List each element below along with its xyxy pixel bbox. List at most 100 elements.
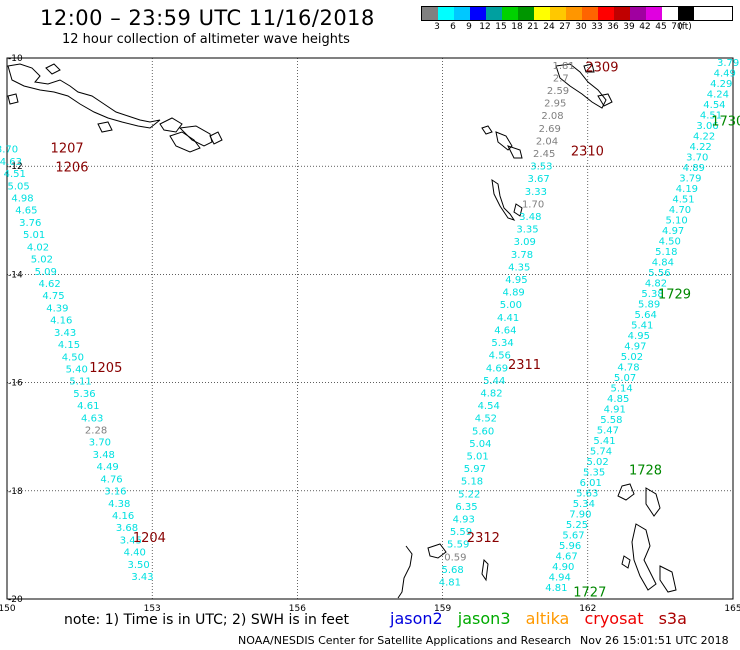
swh-value: 3.79	[717, 58, 739, 69]
coastline-newcaledonia	[617, 483, 635, 501]
swh-value: 4.49	[714, 69, 736, 80]
color-scale-label: 42	[639, 22, 651, 32]
grid-lines	[6, 57, 734, 600]
swh-value: 5.34	[573, 499, 595, 510]
swh-value: 2.45	[533, 149, 555, 160]
swh-value: 4.40	[124, 548, 146, 559]
coastline-island	[169, 131, 201, 153]
swh-value: 4.24	[707, 90, 729, 101]
swh-value: 5.18	[461, 477, 483, 488]
swh-value: 5.67	[562, 530, 584, 541]
swh-value: 4.98	[11, 194, 33, 205]
swh-value: 4.63	[0, 157, 22, 168]
coastline-island	[631, 523, 657, 591]
swh-value: 4.51	[700, 111, 722, 122]
color-scale-label: 33	[591, 22, 603, 32]
legend-item-jason3: jason3	[457, 609, 511, 628]
swh-value: 5.60	[472, 426, 494, 437]
swh-value: 4.95	[505, 275, 527, 286]
swh-value: 3.06	[696, 121, 718, 132]
swh-value: 2.69	[539, 124, 561, 135]
swh-value: 5.41	[631, 321, 653, 332]
swh-value: 5.96	[559, 541, 581, 552]
swh-value: 4.97	[624, 341, 646, 352]
color-swatch	[470, 7, 486, 20]
color-scale-label: 27	[559, 22, 571, 32]
time-label: 1729	[658, 288, 691, 303]
swh-value: 4.70	[669, 205, 691, 216]
color-scale-label: 21	[527, 22, 539, 32]
coastline-island	[481, 125, 493, 135]
swh-value: 5.14	[610, 383, 632, 394]
swh-value: 5.64	[635, 310, 657, 321]
footer-timestamp: Nov 26 15:01:51 UTC 2018	[580, 634, 729, 647]
swh-value: 3.70	[89, 438, 111, 449]
swh-value: 4.50	[62, 352, 84, 363]
time-label: 1205	[89, 361, 122, 376]
lat-tick-label: -14	[8, 270, 23, 280]
swh-value: 1.81	[552, 61, 574, 72]
color-scale-label: 6	[450, 22, 456, 32]
swh-value: 5.02	[621, 352, 643, 363]
swh-value: 5.22	[458, 489, 480, 500]
coastline-island	[513, 203, 523, 217]
swh-value: 3.70	[686, 153, 708, 164]
coastline-island	[209, 131, 223, 145]
legend-item-jason2: jason2	[390, 609, 443, 628]
color-swatch	[438, 7, 454, 20]
swh-value: 4.50	[659, 237, 681, 248]
lat-tick-label: -20	[8, 595, 23, 605]
swh-value: 4.51	[4, 169, 26, 180]
color-scale-label: 70	[671, 22, 683, 32]
swh-value: 3.48	[93, 450, 115, 461]
swh-value: 2.28	[85, 426, 107, 437]
swh-value: 4.67	[556, 551, 578, 562]
swh-value: 4.82	[645, 279, 667, 290]
swh-value: 4.22	[690, 142, 712, 153]
swh-value: 4.81	[545, 583, 567, 594]
swh-value: 4.63	[81, 413, 103, 424]
legend-item-s3a: s3a	[658, 609, 687, 628]
swh-value: 2.04	[536, 136, 558, 147]
swh-value: 6.35	[455, 502, 477, 513]
swh-value: 5.11	[69, 377, 91, 388]
satellite-legend: jason2 jason3 altika cryosat s3a	[390, 609, 697, 628]
swh-value: 5.02	[586, 457, 608, 468]
color-swatch	[518, 7, 534, 20]
swh-value: 3.67	[527, 174, 549, 185]
swh-value: 3.09	[514, 237, 536, 248]
swh-value: 4.65	[15, 206, 37, 217]
color-swatch	[566, 7, 582, 20]
altimeter-tracks: 3.704.634.515.054.984.653.765.014.025.02…	[0, 58, 740, 600]
swh-value: 3.35	[516, 225, 538, 236]
swh-value: 4.16	[50, 316, 72, 327]
swh-value: 3.76	[19, 218, 41, 229]
color-swatch	[486, 7, 502, 20]
swh-value: 4.19	[676, 184, 698, 195]
swh-value: 3.68	[116, 523, 138, 534]
color-swatch	[550, 7, 566, 20]
lon-tick-label: 165	[724, 604, 740, 614]
swh-value: 4.41	[497, 313, 519, 324]
swh-value: 4.81	[439, 577, 461, 588]
swh-value: 4.15	[58, 340, 80, 351]
coastlines	[7, 63, 677, 599]
swh-value: 4.75	[42, 291, 64, 302]
swh-value: 4.78	[617, 362, 639, 373]
swh-value: 5.10	[665, 216, 687, 227]
lat-tick-label: -10	[8, 54, 23, 64]
color-swatch	[646, 7, 662, 20]
swh-value: 4.94	[549, 572, 571, 583]
color-scale-label: 39	[623, 22, 635, 32]
swh-value: 5.89	[638, 300, 660, 311]
color-scale-label: (ft)	[678, 22, 692, 32]
coastline-island	[583, 63, 595, 73]
swh-value: 5.01	[23, 230, 45, 241]
page-title: 12:00 – 23:59 UTC 11/16/2018	[40, 6, 375, 30]
swh-value: 3.48	[519, 212, 541, 223]
swh-value: 5.58	[600, 415, 622, 426]
swh-value: 6.01	[580, 478, 602, 489]
swh-value: 3.79	[679, 174, 701, 185]
swh-value: 4.89	[683, 163, 705, 174]
color-scale-labels: 3 6 9 12 15 18 21 24 27 30 33 36 39 42 45 70 (ft)	[421, 21, 733, 35]
